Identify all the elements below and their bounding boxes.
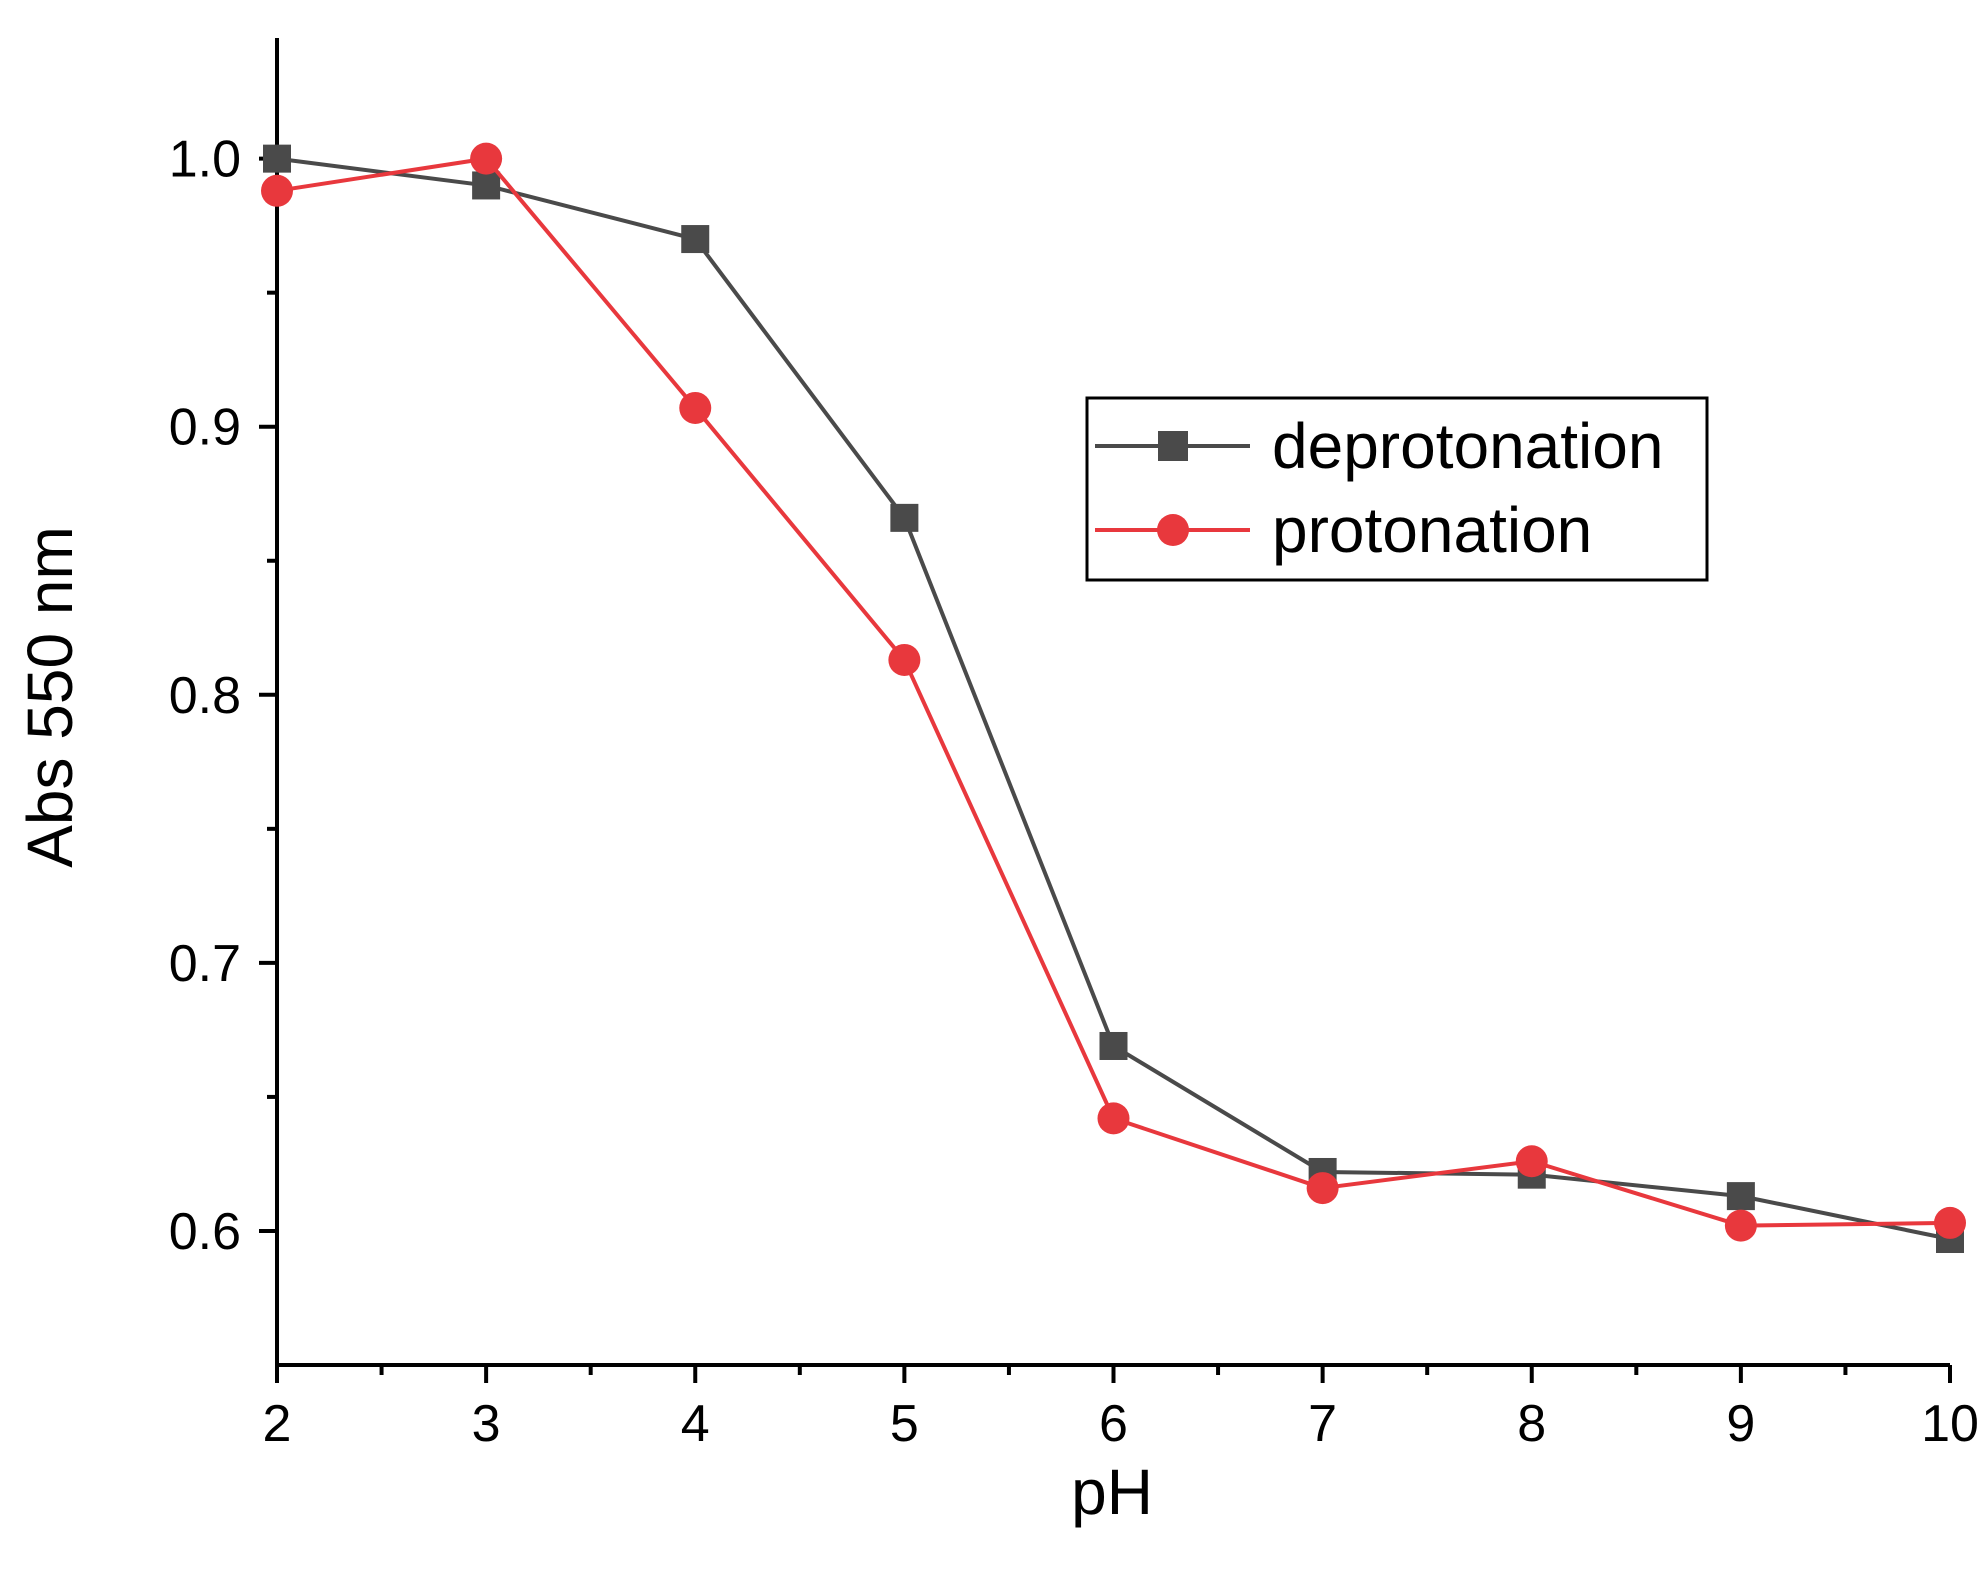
y-tick-label: 0.8 (169, 667, 241, 725)
series-line-protonation (276, 156, 1951, 1228)
legend-marker-circle (1157, 514, 1189, 546)
data-point-protonation (1306, 1172, 1339, 1205)
series-line-deprotonation (276, 156, 1951, 1241)
data-point-deprotonation (472, 171, 501, 200)
x-axis-label: pH (1071, 1456, 1153, 1528)
data-point-protonation (1934, 1206, 1966, 1239)
data-point-deprotonation (1099, 1031, 1128, 1060)
data-point-protonation (1724, 1209, 1757, 1242)
x-tick-label: 2 (263, 1395, 292, 1453)
y-tick-label: 0.9 (169, 399, 241, 457)
series-deprotonation (263, 144, 1964, 1254)
x-tick-label: 7 (1308, 1395, 1337, 1453)
x-tick-label: 5 (890, 1395, 919, 1453)
y-axis-label: Abs 550 nm (14, 526, 86, 868)
data-point-deprotonation (890, 503, 919, 532)
data-point-protonation (1097, 1102, 1130, 1135)
data-point-protonation (1515, 1145, 1548, 1178)
series-protonation (261, 142, 1966, 1242)
x-tick-label: 9 (1726, 1395, 1755, 1453)
legend-box (1085, 396, 1709, 582)
data-point-protonation (888, 643, 921, 676)
x-tick-label: 6 (1099, 1395, 1128, 1453)
data-point-protonation (261, 174, 293, 207)
legend-label: deprotonation (1272, 410, 1663, 482)
series-layer (261, 142, 1966, 1254)
x-tick-label: 4 (681, 1395, 710, 1453)
y-tick-label: 0.6 (169, 1203, 241, 1261)
y-tick-label: 1.0 (169, 131, 241, 189)
y-tick-label: 0.7 (169, 935, 241, 993)
data-point-deprotonation (681, 225, 710, 254)
x-tick-label: 8 (1517, 1395, 1546, 1453)
data-point-deprotonation (1726, 1182, 1755, 1211)
axes (275, 38, 1950, 1367)
x-tick-label: 3 (472, 1395, 501, 1453)
legend-label: protonation (1272, 494, 1592, 566)
data-point-deprotonation (263, 144, 291, 173)
data-point-protonation (679, 391, 712, 424)
ticks: 2 3 4 5 6 7 8 9 10 0.6 0.7 0.8 0.9 1.0 (169, 131, 1979, 1453)
legend: deprotonation protonation (1085, 396, 1709, 582)
data-point-protonation (470, 142, 503, 175)
legend-marker-square (1158, 431, 1188, 461)
x-tick-label: 10 (1921, 1395, 1979, 1453)
